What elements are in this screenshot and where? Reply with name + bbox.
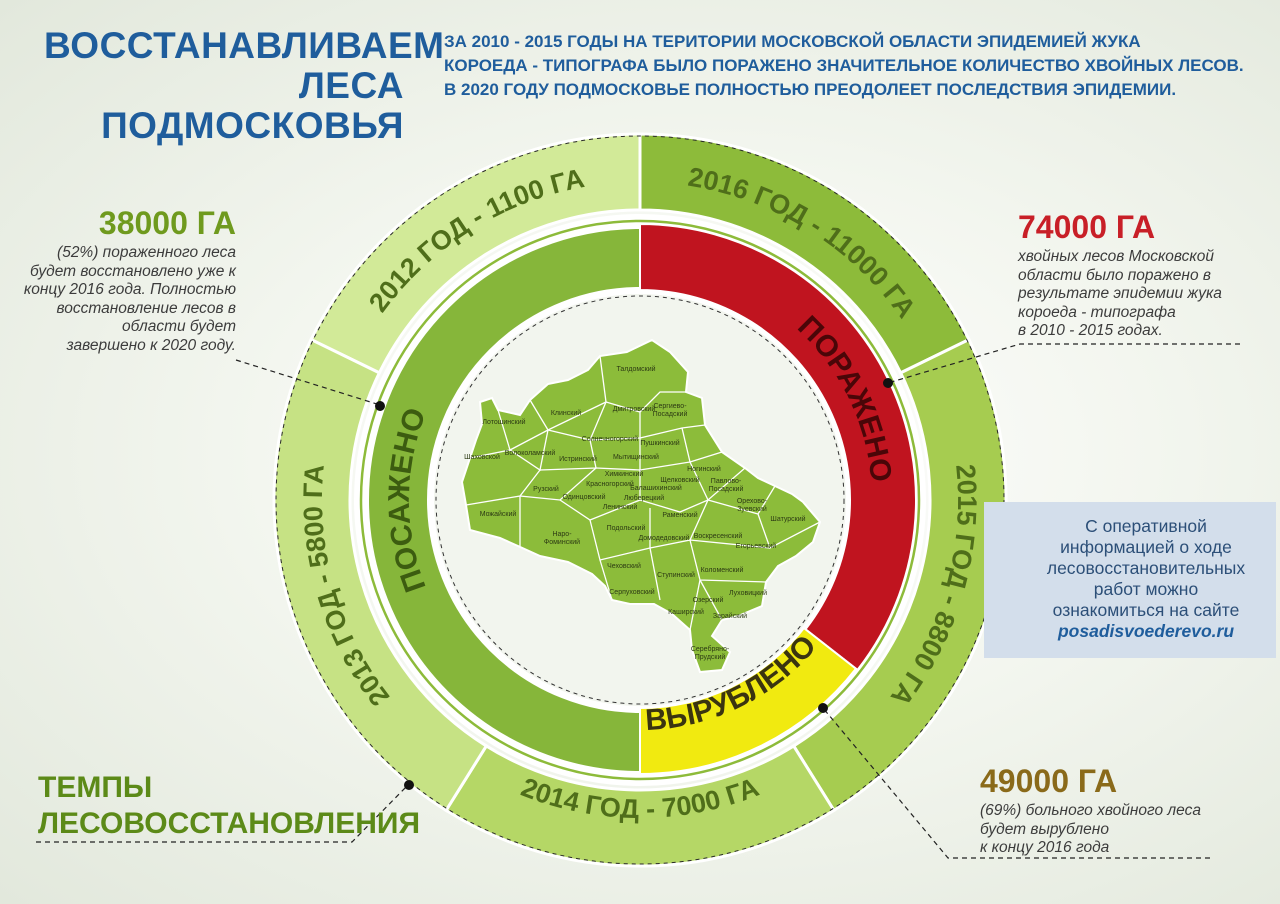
inner-ring-outline	[359, 219, 921, 781]
district-label: Рузский	[533, 485, 559, 493]
district-label: Лотошинский	[482, 418, 525, 426]
district-label: Волоколамский	[505, 449, 556, 457]
district-label: Каширский	[668, 608, 704, 616]
district-label: Клинский	[551, 409, 581, 417]
district-label: Балашихинский	[630, 484, 682, 492]
pace-label: ТЕМПЫ ЛЕСОВОССТАНОВЛЕНИЯ	[38, 770, 421, 842]
district-label: Воскресенский	[694, 532, 743, 540]
district-label: Можайский	[480, 510, 517, 518]
intro-text: ЗА 2010 - 2015 ГОДЫ НА ТЕРИТОРИИ МОСКОВС…	[444, 30, 1264, 102]
district-label: Серпуховский	[609, 588, 655, 596]
district-label: Ступинский	[657, 571, 695, 579]
district-label: Сергиево-Посадский	[653, 403, 688, 418]
district-label: Подольский	[607, 524, 646, 532]
district-label: Чеховский	[607, 562, 641, 570]
district-label: Озерский	[693, 596, 724, 604]
leader-line	[235, 359, 381, 406]
intro-line: КОРОЕДА - ТИПОГРАФА БЫЛО ПОРАЖЕНО ЗНАЧИТ…	[444, 56, 1244, 75]
district-label: Раменский	[662, 511, 697, 519]
intro-line: В 2020 ГОДУ ПОДМОСКОВЬЕ ПОЛНОСТЬЮ ПРЕОДО…	[444, 80, 1177, 99]
info-line: С оперативной	[1085, 516, 1207, 536]
callout-line: будет восстановлено уже к	[30, 262, 236, 280]
callout-line: короеда - типографа	[1018, 303, 1176, 321]
callout-line: (52%) пораженного леса	[57, 244, 236, 261]
district-label: Шаховской	[464, 453, 500, 461]
callout-line: (69%) больного хвойного леса	[980, 802, 1201, 819]
district-label: Наро-Фоминский	[544, 531, 580, 546]
district-label: Одинцовский	[563, 493, 606, 501]
district-label: Коломенский	[701, 566, 744, 574]
callout-value: 49000 ГА	[980, 763, 1118, 799]
district-label: Ногинский	[687, 465, 721, 473]
info-line: информацией о ходе	[1060, 537, 1232, 557]
leader-dot	[404, 780, 414, 790]
title-line: ЛЕСА ПОДМОСКОВЬЯ	[101, 65, 404, 146]
district-label: Химкинский	[605, 470, 644, 478]
district-label: Домодедовский	[638, 534, 689, 542]
callout-line: завершено к 2020 году.	[66, 336, 236, 354]
callout-line: результате эпидемии жука	[1018, 285, 1222, 302]
intro-line: ЗА 2010 - 2015 ГОДЫ НА ТЕРИТОРИИ МОСКОВС…	[444, 32, 1141, 51]
outer-dashed-ring	[275, 135, 1005, 865]
district-label: Орехово-Зуевский	[737, 498, 768, 513]
district-label: Павлово-Посадский	[709, 478, 744, 493]
callout-line: концу 2016 года. Полностью	[23, 281, 236, 298]
info-line: ознакомиться на сайте	[1052, 600, 1240, 620]
callout-restored: 38000 ГА (52%) пораженного леса будет во…	[20, 204, 236, 355]
callout-value: 74000 ГА	[1018, 209, 1156, 245]
info-line: работ можно	[1093, 579, 1199, 599]
district-label: Истринский	[559, 455, 597, 463]
callout-affected: 74000 ГА хвойных лесов Московской област…	[1018, 208, 1258, 341]
info-line: лесовосстановительных	[1046, 558, 1246, 578]
district-label: Щелковский	[660, 476, 699, 484]
district-label: Солнечногорский	[582, 435, 638, 443]
callout-line: хвойных лесов Московской	[1018, 248, 1214, 265]
district-label: Дмитровский	[613, 405, 656, 413]
district-label: Егорьевский	[736, 542, 777, 550]
inner-dashed-ring	[435, 295, 845, 705]
district-label: Луховицкий	[729, 589, 767, 597]
year-segment	[272, 337, 489, 813]
callout-line: к концу 2016 года	[980, 839, 1110, 856]
district-label: Талдомский	[616, 365, 655, 373]
leader-dot	[375, 401, 385, 411]
district-label: Серебряно-Прудский	[691, 645, 730, 661]
district-label: Шатурский	[770, 515, 805, 523]
title-line: ВОССТАНАВЛИВАЕМ	[44, 25, 445, 66]
district-label: Мытищинский	[613, 453, 659, 461]
pace-line: ЛЕСОВОССТАНОВЛЕНИЯ	[38, 807, 421, 840]
status-segment	[639, 626, 858, 776]
callout-line: восстановление лесов в	[56, 299, 236, 317]
status-segment	[639, 222, 917, 672]
page-title: ВОССТАНАВЛИВАЕМ ЛЕСА ПОДМОСКОВЬЯ	[44, 25, 445, 146]
website-link[interactable]: posadisvoederevo.ru	[1057, 621, 1235, 641]
callout-line: области будет	[121, 318, 236, 335]
leader-dot	[818, 703, 828, 713]
callout-line: области было поражено в	[1018, 266, 1211, 284]
callout-cut: 49000 ГА (69%) больного хвойного леса бу…	[980, 762, 1240, 858]
info-box: С оперативной информацией о ходе лесовос…	[984, 502, 1276, 658]
district-label: Красногорский	[586, 480, 634, 488]
leader-line	[887, 343, 1240, 384]
leader-dot	[883, 378, 893, 388]
district-label: Люберецкий	[624, 494, 664, 502]
district-label: Зарайский	[713, 612, 747, 620]
leader-line	[36, 784, 409, 843]
status-segment	[367, 226, 641, 774]
leader-line	[822, 707, 1210, 859]
pace-line: ТЕМПЫ	[38, 771, 153, 804]
callout-value: 38000 ГА	[98, 205, 236, 241]
callout-line: в 2010 - 2015 годах.	[1018, 322, 1163, 339]
callout-line: будет вырублено	[980, 820, 1109, 838]
district-label: Ленинский	[603, 503, 638, 511]
district-label: Пушкинский	[640, 439, 679, 447]
